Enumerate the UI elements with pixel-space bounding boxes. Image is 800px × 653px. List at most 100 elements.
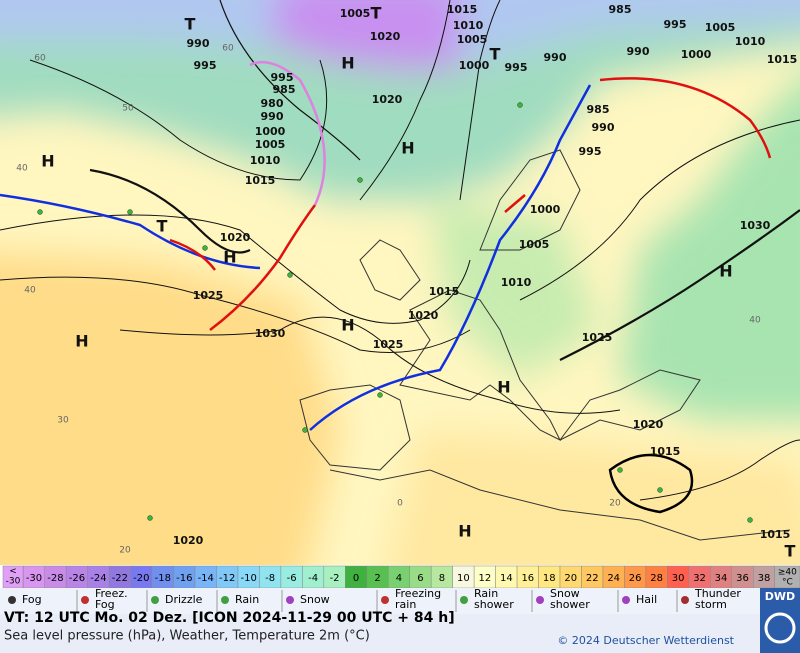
valid-time: VT: 12 UTC Mo. 02 Dez. [ICON 2024-11-29 … (4, 610, 455, 626)
scale-value: -8 (265, 573, 275, 584)
footer-bg (0, 614, 760, 653)
isobar-label: 1025 (373, 338, 404, 351)
legend-label: Hail (636, 593, 657, 606)
scale-value: 38 (758, 573, 771, 584)
logo-icon (764, 612, 796, 644)
fronts (0, 60, 772, 431)
pressure-center: T (490, 45, 501, 64)
legend-label: Snow (300, 593, 330, 606)
scale-value: -26 (69, 573, 85, 584)
legend-icon (622, 596, 630, 604)
scale-low-label: < (9, 567, 17, 577)
scale-value: 28 (650, 573, 663, 584)
legend-label: shower (474, 598, 514, 611)
isobar-label: 990 (544, 51, 567, 64)
legend-label: Freez. (95, 587, 128, 600)
pressure-center: T (371, 4, 382, 23)
isobar-label: 995 (194, 59, 217, 72)
scale-value: 14 (500, 573, 513, 584)
legend-label: Fog (22, 593, 42, 606)
isobar-label: 990 (187, 37, 210, 50)
weather-symbols (37, 102, 753, 523)
isobar-label: 995 (664, 18, 687, 31)
scale-value: 22 (586, 573, 599, 584)
isobar-label: 1010 (501, 276, 532, 289)
isobar-label: 985 (609, 3, 632, 16)
isobar-label: 1010 (453, 19, 484, 32)
pressure-center: H (75, 332, 88, 351)
scale-value: 2 (374, 573, 380, 584)
pressure-center: H (458, 522, 471, 541)
isobar-label: 995 (505, 61, 528, 74)
scale-value: 18 (543, 573, 556, 584)
isobar-label: 995 (271, 71, 294, 84)
scale-value: 12 (479, 573, 492, 584)
pressure-center: H (497, 378, 510, 397)
scale-value: 16 (521, 573, 534, 584)
temperature-label: 20 (609, 499, 621, 509)
pressure-center: T (185, 15, 196, 34)
pressure-center: H (719, 262, 732, 281)
scale-value: -22 (112, 573, 128, 584)
isobar-label: 1020 (370, 30, 401, 43)
isobar-label: 1005 (255, 138, 286, 151)
legend-icon (286, 596, 294, 604)
temperature-label: 40 (749, 316, 761, 326)
scale-value: -30 (26, 573, 42, 584)
copyright: © 2024 Deutscher Wetterdienst (557, 634, 734, 647)
isobar-label: 1025 (193, 289, 224, 302)
isobar-label: 1005 (340, 7, 371, 20)
scale-value: -18 (155, 573, 171, 584)
scale-value: 32 (693, 573, 706, 584)
scale-value: -2 (330, 573, 340, 584)
legend-icon (681, 596, 689, 604)
temperature-label: 20 (119, 546, 131, 556)
isobar-label: 1015 (760, 528, 791, 541)
scale-value: 34 (715, 573, 728, 584)
scale-high-label: ≥40 (778, 568, 797, 578)
legend-icon (221, 596, 229, 604)
legend-label: Thunder (694, 587, 741, 600)
pressure-center: H (401, 139, 414, 158)
isobar-label: 995 (579, 145, 602, 158)
isobar-label: 1005 (457, 33, 488, 46)
isobar-label: 1010 (735, 35, 766, 48)
isobars (0, 0, 800, 501)
scale-value: 8 (439, 573, 445, 584)
pressure-center: H (341, 54, 354, 73)
scale-value: -16 (176, 573, 192, 584)
scale-value: 26 (629, 573, 642, 584)
temperature-label: 30 (57, 416, 69, 426)
scale-value: -12 (219, 573, 235, 584)
isobar-label: 1000 (459, 59, 490, 72)
color-scale: <-30 -30 -28 -26 -24 -22 -20 -18 -16 -14 -12 -10 -8-… (2, 565, 800, 589)
isobar-label: 1020 (173, 534, 204, 547)
isobar-label: 1020 (220, 231, 251, 244)
legend-label: Fog (95, 598, 115, 611)
legend-label: rain (395, 598, 416, 611)
scale-value: -24 (90, 573, 106, 584)
scale-value: 4 (396, 573, 402, 584)
coastlines (299, 149, 791, 541)
scale-value: -20 (133, 573, 149, 584)
temperature-label: 60 (222, 44, 234, 54)
scale-value: 10 (457, 573, 470, 584)
legend-label: Rain (474, 587, 498, 600)
scale-value: -4 (308, 573, 318, 584)
scale-high-label: °C (782, 578, 793, 588)
legend-icon (8, 596, 16, 604)
isobar-label: 1005 (519, 238, 550, 251)
temperature-label: 40 (16, 164, 28, 174)
legend-label: Drizzle (165, 593, 203, 606)
scale-value: 6 (417, 573, 423, 584)
temperature-label: 0 (397, 499, 403, 509)
legend-label: Rain (235, 593, 259, 606)
pressure-center: H (223, 248, 236, 267)
scale-value: -6 (287, 573, 297, 584)
pressure-center: T (157, 217, 168, 236)
legend-icon (536, 596, 544, 604)
temperature-label: 50 (122, 104, 134, 114)
